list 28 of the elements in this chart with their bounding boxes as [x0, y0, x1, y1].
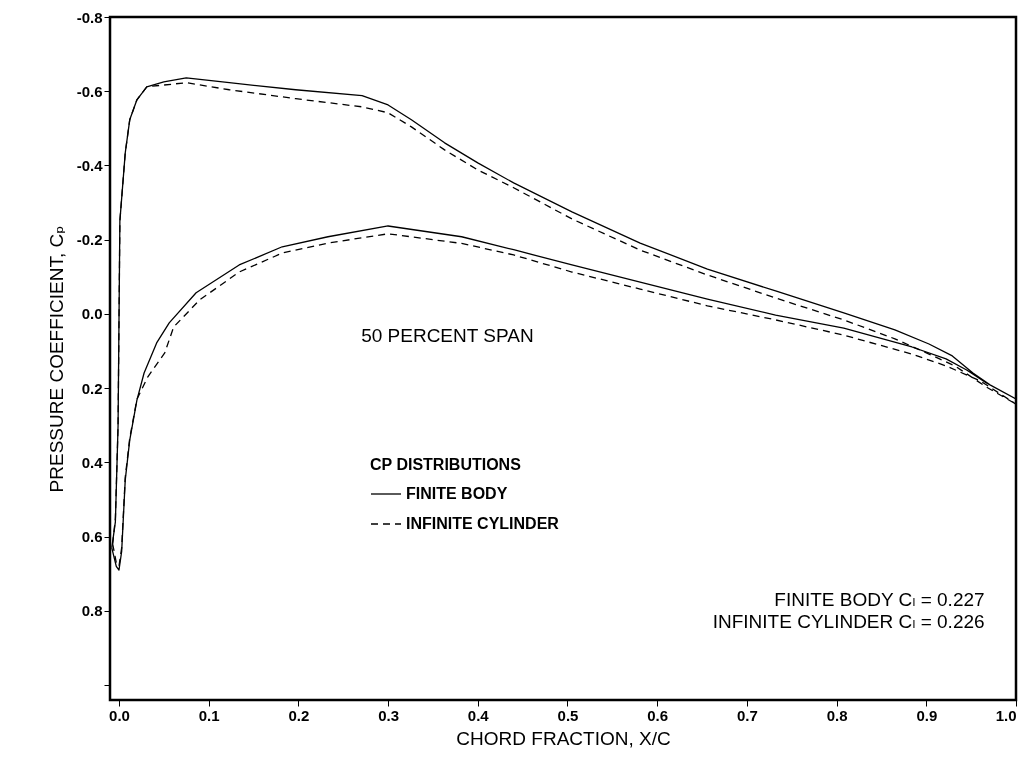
y-tick-label: 0.4: [81, 453, 104, 471]
y-tick-label: 0.6: [81, 528, 103, 546]
x-tick-label: 0.0: [109, 706, 130, 724]
y-tick-label: 0.8: [81, 602, 103, 620]
y-tick-label: 0.0: [81, 305, 103, 323]
y-tick-label: -0.8: [76, 8, 103, 26]
legend-label: FINITE BODY: [406, 485, 508, 502]
x-axis-title: CHORD FRACTION, X/C: [456, 727, 671, 749]
y-tick-label: 0.2: [81, 379, 103, 397]
x-tick-label: 0.8: [826, 706, 848, 724]
annotation: FINITE BODY Cₗ = 0.227: [774, 588, 985, 610]
y-tick-label: -0.2: [76, 231, 103, 249]
annotation: 50 PERCENT SPAN: [361, 325, 534, 347]
x-tick-label: 0.7: [736, 706, 758, 724]
legend-label: INFINITE CYLINDER: [406, 515, 560, 532]
x-tick-label: 0.4: [467, 706, 490, 724]
x-tick-label: 0.2: [288, 706, 310, 724]
x-tick-label: 0.6: [647, 706, 669, 724]
x-tick-label: 0.1: [198, 706, 220, 724]
x-tick-label: 0.3: [378, 706, 400, 724]
annotation: INFINITE CYLINDER Cₗ = 0.226: [712, 611, 985, 633]
x-tick-label: 1.0: [995, 706, 1017, 724]
y-axis-title: PRESSURE COEFFICIENT, Cₚ: [45, 225, 67, 493]
x-tick-label: 0.5: [557, 706, 579, 724]
y-tick-label: -0.6: [76, 82, 103, 100]
y-tick-label: -0.4: [76, 156, 104, 174]
legend-title: CP DISTRIBUTIONS: [370, 456, 522, 473]
x-tick-label: 0.9: [916, 706, 938, 724]
